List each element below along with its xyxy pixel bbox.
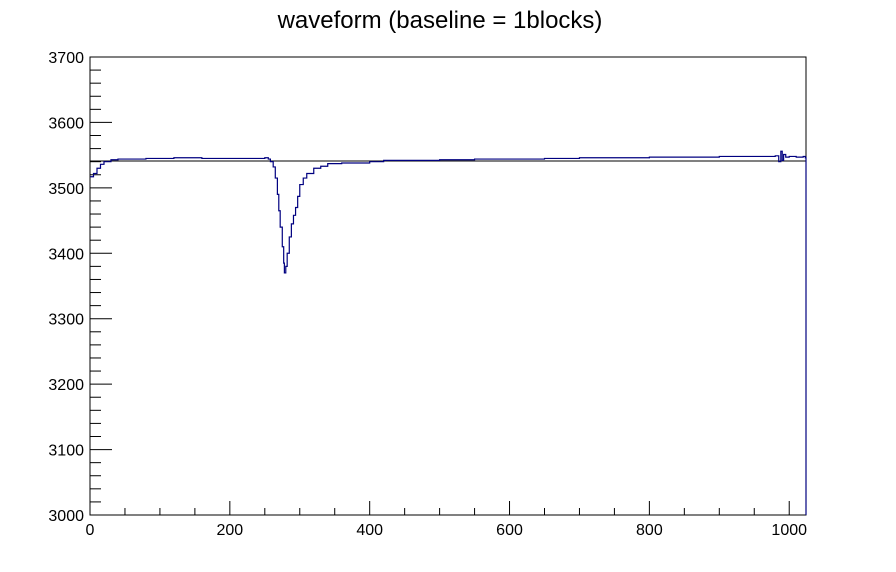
x-tick-label: 600	[496, 522, 523, 539]
y-tick-label: 3700	[48, 50, 84, 67]
axis-ticks	[89, 56, 790, 516]
y-tick-label: 3600	[48, 115, 84, 132]
y-tick-label: 3500	[48, 181, 84, 198]
y-axis-tick-labels: 3000 3100 3200 3300 3400 3500 3600 3700	[48, 50, 84, 525]
x-tick-label: 0	[86, 522, 95, 539]
y-tick-label: 3300	[48, 312, 84, 329]
x-tick-label: 400	[356, 522, 383, 539]
x-axis-tick-labels: 0 200 400 600 800 1000	[86, 522, 808, 539]
y-tick-label: 3000	[48, 508, 84, 525]
y-tick-label: 3200	[48, 377, 84, 394]
y-tick-label: 3100	[48, 443, 84, 460]
x-tick-label: 800	[636, 522, 663, 539]
waveform-series-line	[90, 150, 807, 515]
x-tick-label: 1000	[771, 522, 807, 539]
x-tick-label: 200	[216, 522, 243, 539]
y-tick-label: 3400	[48, 246, 84, 263]
chart-title: waveform (baseline = 1blocks)	[277, 7, 603, 34]
plot-frame	[89, 56, 807, 516]
